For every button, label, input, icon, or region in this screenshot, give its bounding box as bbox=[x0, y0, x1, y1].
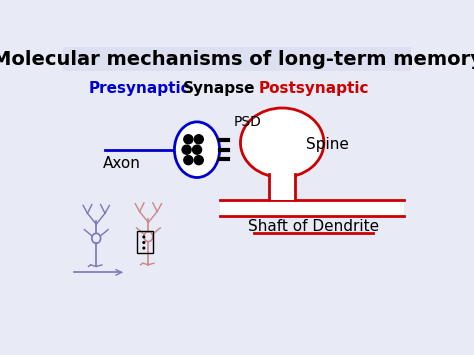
Ellipse shape bbox=[174, 122, 219, 178]
Ellipse shape bbox=[240, 108, 324, 178]
Circle shape bbox=[184, 155, 193, 165]
FancyBboxPatch shape bbox=[63, 47, 411, 71]
Text: PSD: PSD bbox=[234, 115, 261, 129]
Text: Postsynaptic: Postsynaptic bbox=[258, 81, 369, 96]
Circle shape bbox=[194, 155, 203, 165]
Circle shape bbox=[142, 241, 146, 244]
Circle shape bbox=[192, 145, 201, 154]
Text: Presynaptic: Presynaptic bbox=[89, 81, 191, 96]
Bar bbox=[269, 169, 295, 200]
Text: Shaft of Dendrite: Shaft of Dendrite bbox=[248, 219, 379, 234]
Bar bbox=[219, 200, 404, 216]
Circle shape bbox=[194, 135, 203, 144]
Circle shape bbox=[142, 235, 146, 239]
Text: Synapse: Synapse bbox=[183, 81, 256, 96]
Text: Spine: Spine bbox=[306, 137, 349, 152]
Text: Molecular mechanisms of long-term memory: Molecular mechanisms of long-term memory bbox=[0, 50, 474, 69]
Circle shape bbox=[182, 145, 191, 154]
Text: Axon: Axon bbox=[103, 156, 141, 171]
Circle shape bbox=[184, 135, 193, 144]
Circle shape bbox=[142, 246, 146, 250]
